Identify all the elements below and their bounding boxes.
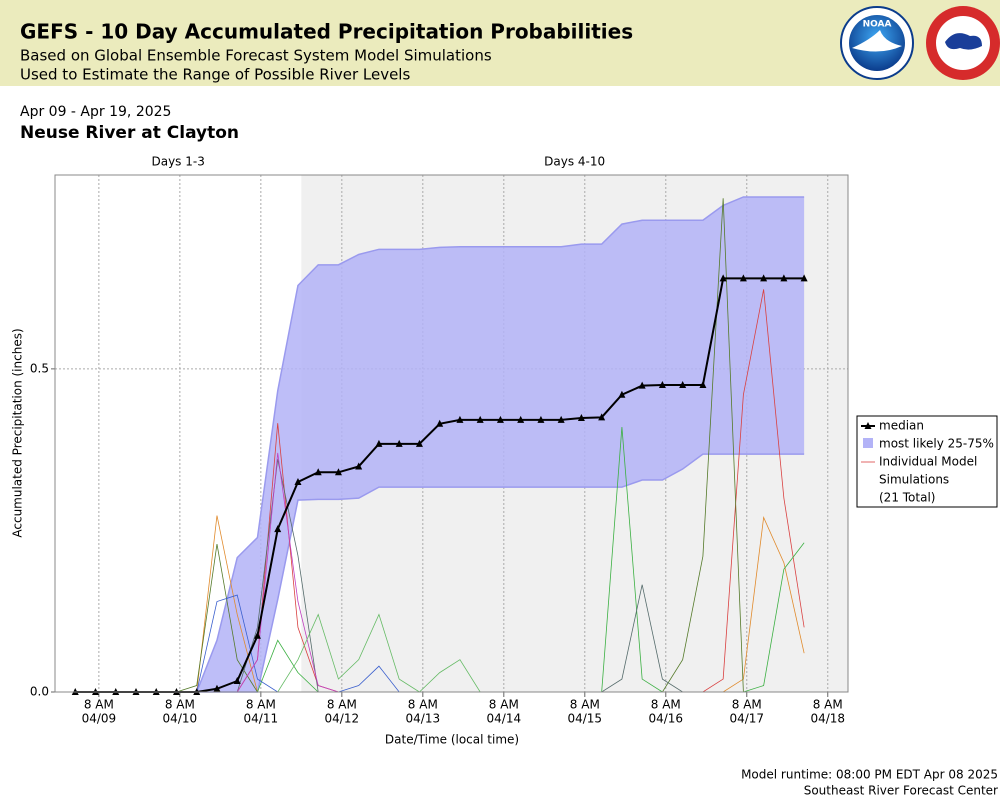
median-marker [253, 631, 261, 639]
median-marker [577, 413, 585, 421]
median-marker [314, 468, 322, 476]
x-tick-label: 04/16 [648, 712, 683, 726]
period-label: Days 4-10 [544, 155, 605, 169]
median-marker [719, 274, 727, 282]
x-tick-label: 04/10 [163, 712, 198, 726]
x-tick-label: 8 AM [570, 698, 600, 712]
median-marker [537, 415, 545, 423]
median-marker [213, 684, 221, 692]
x-tick-label: 8 AM [84, 698, 114, 712]
legend-label: most likely 25-75% [879, 437, 994, 451]
median-marker [496, 415, 504, 423]
median-marker [780, 274, 788, 282]
x-tick-label: 8 AM [489, 698, 519, 712]
x-tick-label: 04/14 [487, 712, 522, 726]
median-marker [375, 439, 383, 447]
median-marker [395, 439, 403, 447]
median-marker [517, 415, 525, 423]
x-tick-label: 8 AM [813, 698, 843, 712]
median-marker [699, 381, 707, 389]
x-tick-label: 04/13 [406, 712, 441, 726]
legend-label: Simulations [879, 473, 949, 487]
header-band [0, 0, 1000, 86]
nws-logo [926, 6, 1000, 80]
x-axis-label: Date/Time (local time) [385, 733, 519, 747]
median-marker [436, 419, 444, 427]
median-marker [294, 477, 302, 485]
legend-label: Individual Model [879, 455, 977, 469]
median-marker [233, 677, 241, 685]
legend-box [856, 415, 998, 508]
median-marker [456, 415, 464, 423]
x-tick-label: 8 AM [246, 698, 276, 712]
title: GEFS - 10 Day Accumulated Precipitation … [20, 20, 633, 44]
x-tick-label: 04/15 [567, 712, 602, 726]
logo-bird [852, 30, 902, 52]
x-tick-label: 04/09 [82, 712, 117, 726]
y-tick-label: 0.0 [30, 685, 49, 699]
x-tick-label: 04/17 [729, 712, 764, 726]
band-area [75, 196, 805, 692]
legend-label: median [879, 419, 924, 433]
y-tick-label: 0.5 [30, 361, 49, 375]
x-tick-label: 8 AM [732, 698, 762, 712]
median-marker [760, 274, 768, 282]
station: Neuse River at Clayton [20, 123, 239, 143]
x-tick-label: 04/11 [244, 712, 279, 726]
x-tick-label: 8 AM [165, 698, 195, 712]
x-tick-label: 8 AM [651, 698, 681, 712]
logo-cloud [945, 33, 982, 50]
plot-border [54, 174, 849, 693]
x-tick-label: 04/18 [810, 712, 845, 726]
median-marker [638, 381, 646, 389]
median-marker [679, 381, 687, 389]
logo-text: NOAA [863, 20, 892, 30]
median-marker [355, 462, 363, 470]
period-label: Days 1-3 [151, 155, 204, 169]
x-tick-label: 04/12 [325, 712, 360, 726]
median-marker [658, 381, 666, 389]
legend-band-swatch [863, 438, 873, 448]
x-tick-label: 8 AM [327, 698, 357, 712]
y-axis-label: Accumulated Precipitation (inches) [11, 328, 25, 537]
footer: Southeast River Forecast Center [804, 784, 998, 798]
footer: Model runtime: 08:00 PM EDT Apr 08 2025 [741, 768, 998, 782]
median-marker [415, 439, 423, 447]
date-range: Apr 09 - Apr 19, 2025 [20, 104, 171, 120]
noaa-logo: NOAA [840, 6, 914, 80]
x-tick-label: 8 AM [408, 698, 438, 712]
median-marker [274, 525, 282, 533]
median-marker [618, 390, 626, 398]
subtitle: Used to Estimate the Range of Possible R… [20, 66, 410, 84]
median-marker [598, 413, 606, 421]
legend-label: (21 Total) [879, 491, 935, 505]
legend-median-marker [864, 422, 872, 429]
median-marker [476, 415, 484, 423]
median-marker [334, 468, 342, 476]
median-marker [739, 274, 747, 282]
subtitle: Based on Global Ensemble Forecast System… [20, 47, 492, 65]
median-marker [800, 274, 808, 282]
median-marker [557, 415, 565, 423]
